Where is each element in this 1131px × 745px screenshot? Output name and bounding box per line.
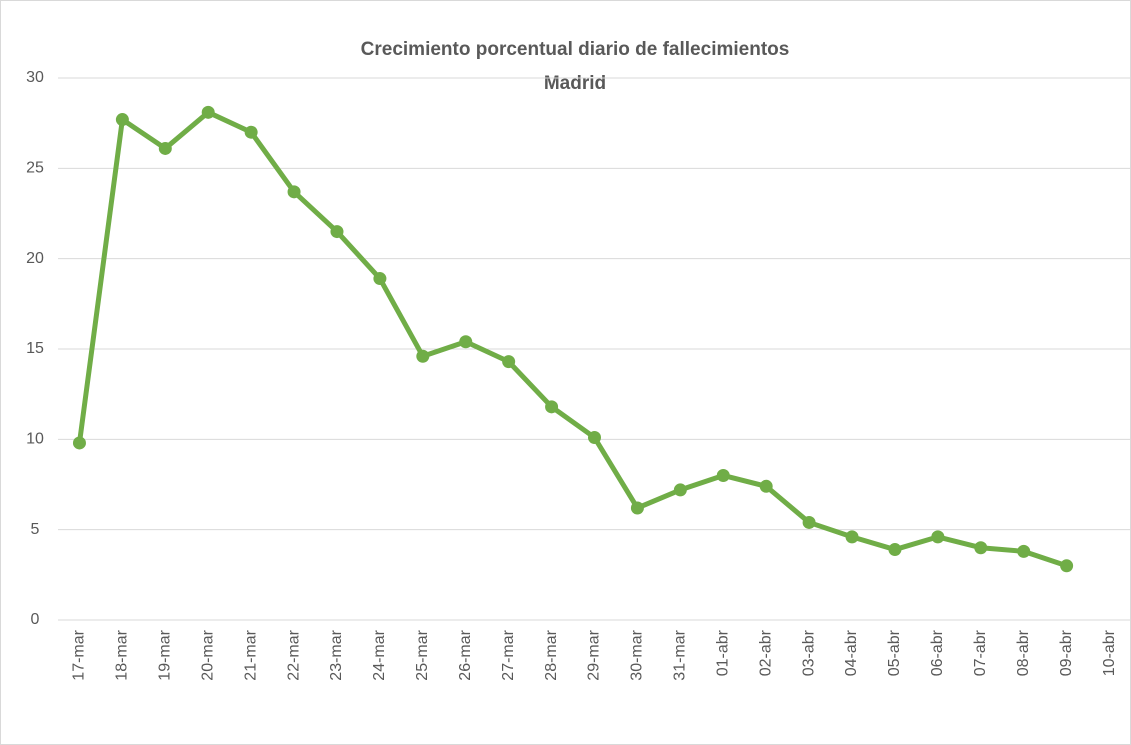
x-tick-label: 08-abr (1015, 629, 1032, 676)
x-tick-label: 17-mar (71, 629, 88, 680)
line (76, 109, 1068, 569)
y-tick-label: 0 (31, 611, 40, 628)
point (716, 468, 730, 482)
point (588, 431, 601, 445)
point (502, 355, 516, 369)
x-tick-label: 28-mar (543, 629, 560, 680)
x-tick-label: 19-mar (157, 629, 174, 680)
point (888, 543, 902, 557)
point (630, 501, 644, 515)
x-tick-label: 03-abr (800, 629, 817, 676)
point (802, 515, 816, 529)
y-tick-label: 10 (26, 431, 44, 448)
point (287, 185, 301, 199)
x-tick-label: 21-mar (242, 629, 259, 680)
x-tick-label: 18-mar (114, 629, 131, 680)
point (545, 400, 559, 414)
point (1060, 559, 1074, 573)
y-tick-label: 25 (26, 160, 44, 177)
x-tick-label: 05-abr (886, 629, 903, 676)
point (373, 272, 387, 286)
y-tick-label: 30 (26, 69, 44, 86)
x-tick-label: 04-abr (843, 629, 860, 676)
x-tick-label: 23-mar (328, 629, 345, 680)
x-tick-label: 30-mar (629, 629, 646, 680)
point (244, 125, 258, 139)
point (759, 479, 773, 493)
x-tick-label: 20-mar (199, 629, 216, 680)
x-tick-label: 22-mar (285, 629, 302, 680)
point (330, 225, 344, 239)
x-tick-label: 25-mar (414, 629, 431, 680)
y-tick-label: 15 (26, 340, 44, 357)
x-tick-label: 10-abr (1101, 629, 1118, 676)
point (115, 113, 129, 127)
point (72, 436, 86, 450)
x-tick-label: 02-abr (757, 629, 774, 676)
x-tick-label: 01-abr (714, 629, 731, 676)
point (974, 541, 988, 555)
point (459, 335, 473, 349)
x-tick-label: 09-abr (1058, 629, 1075, 676)
point (845, 530, 859, 544)
point (158, 141, 172, 155)
point (1017, 544, 1031, 558)
y-tick-label: 20 (26, 250, 44, 267)
x-tick-label: 31-mar (672, 629, 689, 680)
x-tick-label: 29-mar (586, 629, 603, 680)
x-tick-label: 24-mar (371, 629, 388, 680)
x-tick-label: 27-mar (500, 629, 517, 680)
point (673, 483, 687, 497)
chart-subtitle: Madrid (544, 73, 606, 94)
chart-title: Crecimiento porcentual diario de falleci… (361, 39, 790, 60)
x-tick-label: 26-mar (457, 629, 474, 680)
y-tick-label: 5 (31, 521, 40, 538)
point (416, 349, 430, 363)
point (931, 530, 945, 544)
x-tick-label: 06-abr (929, 629, 946, 676)
x-tick-label: 07-abr (972, 629, 989, 676)
point (201, 105, 215, 119)
